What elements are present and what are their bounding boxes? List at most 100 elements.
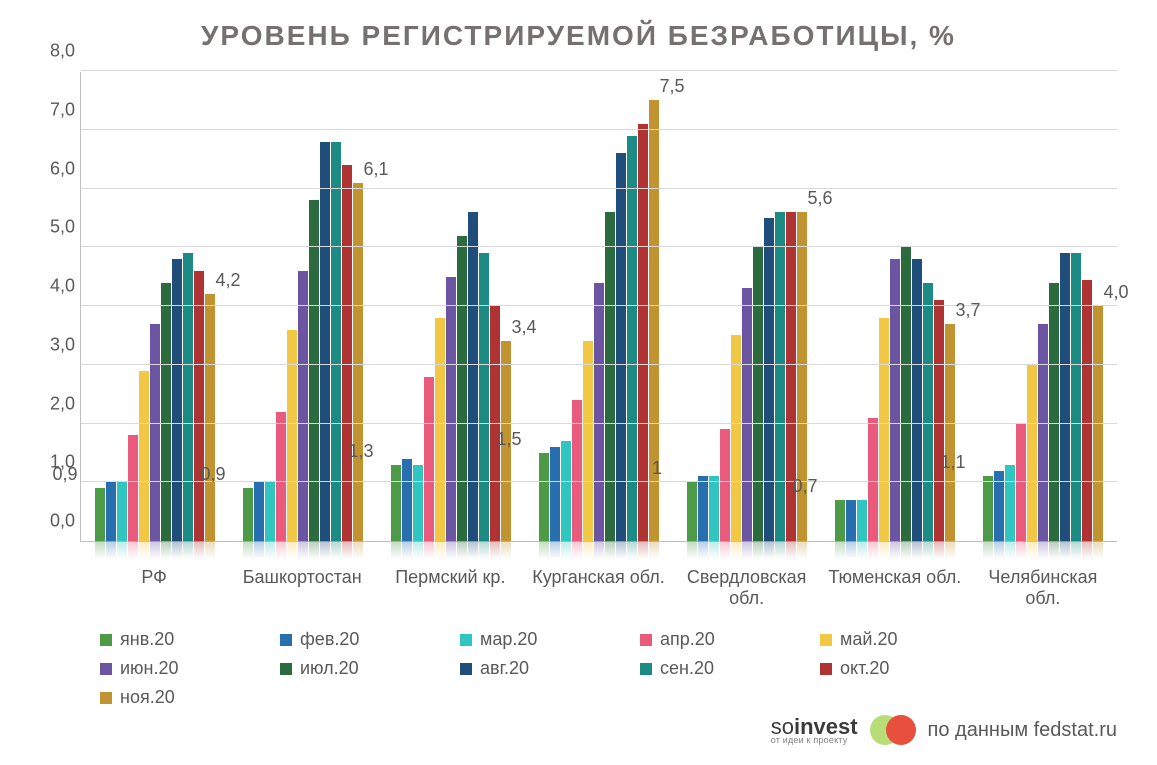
value-label: 3,4 [511, 317, 536, 338]
bar [638, 124, 648, 541]
gridline [81, 423, 1117, 424]
bar [1027, 365, 1037, 541]
legend-label: июл.20 [300, 658, 359, 679]
bar [106, 482, 116, 541]
legend-item: сен.20 [640, 658, 780, 679]
brand-subtitle: от идеи к проекту [771, 736, 858, 745]
legend-swatch [820, 634, 832, 646]
bar [353, 183, 363, 541]
value-label: 5,6 [807, 188, 832, 209]
bar [868, 418, 878, 541]
legend-label: май.20 [840, 629, 897, 650]
legend-item: окт.20 [820, 658, 960, 679]
bar [402, 459, 412, 541]
bar [468, 212, 478, 541]
bar [1071, 253, 1081, 541]
bar [309, 200, 319, 541]
value-label: 4,2 [215, 270, 240, 291]
gridline [81, 481, 1117, 482]
bar [698, 476, 708, 541]
legend-label: окт.20 [840, 658, 889, 679]
bar [1082, 280, 1092, 541]
y-tick-label: 6,0 [30, 158, 75, 179]
legend-swatch [640, 663, 652, 675]
bar [254, 482, 264, 541]
bar-group [673, 72, 821, 541]
legend-item: июл.20 [280, 658, 420, 679]
legend-label: янв.20 [120, 629, 174, 650]
bar [1093, 306, 1103, 541]
legend-swatch [100, 692, 112, 704]
bar [183, 253, 193, 541]
brand-logo: soinvest от идеи к проекту [771, 716, 858, 745]
legend-label: авг.20 [480, 658, 529, 679]
bar [616, 153, 626, 541]
legend-label: ноя.20 [120, 687, 175, 708]
legend-label: сен.20 [660, 658, 714, 679]
legend-item: май.20 [820, 629, 960, 650]
x-axis-label: Тюменская обл. [821, 567, 969, 609]
chart-area: 0,01,02,03,04,05,06,07,08,0 0,94,20,96,1… [80, 72, 1117, 542]
bar [901, 247, 911, 541]
value-label: 4,0 [1103, 282, 1128, 303]
bar [150, 324, 160, 541]
bar [742, 288, 752, 541]
bar [1016, 424, 1026, 542]
bar [117, 482, 127, 541]
legend-item: авг.20 [460, 658, 600, 679]
bar [265, 482, 275, 541]
bar [243, 488, 253, 541]
bar [172, 259, 182, 541]
bar [539, 453, 549, 541]
value-label: 1,1 [940, 452, 965, 473]
bar [435, 318, 445, 541]
legend-swatch [280, 663, 292, 675]
bar [276, 412, 286, 541]
bar-group [525, 72, 673, 541]
bar [128, 435, 138, 541]
bar [550, 447, 560, 541]
legend-item: мар.20 [460, 629, 600, 650]
legend-label: фев.20 [300, 629, 359, 650]
bar [161, 283, 171, 542]
bar [983, 476, 993, 541]
bar [945, 324, 955, 541]
y-tick-label: 0,0 [30, 511, 75, 532]
x-axis-label: Курганская обл. [524, 567, 672, 609]
bar [139, 371, 149, 541]
bar [709, 476, 719, 541]
bar [287, 330, 297, 542]
y-tick-label: 8,0 [30, 41, 75, 62]
bar [879, 318, 889, 541]
bar-group [377, 72, 525, 541]
gridline [81, 129, 1117, 130]
legend-label: апр.20 [660, 629, 715, 650]
bar [594, 283, 604, 542]
bar [424, 377, 434, 542]
x-axis-label: Свердловская обл. [673, 567, 821, 609]
value-label: 6,1 [363, 159, 388, 180]
bar [1005, 465, 1015, 541]
bar [479, 253, 489, 541]
bar [1049, 283, 1059, 542]
value-label: 1,3 [348, 441, 373, 462]
y-tick-label: 5,0 [30, 217, 75, 238]
gridline [81, 70, 1117, 71]
bar [731, 335, 741, 541]
x-axis-label: РФ [80, 567, 228, 609]
bar [687, 482, 697, 541]
legend-swatch [100, 663, 112, 675]
legend-item: апр.20 [640, 629, 780, 650]
bar [890, 259, 900, 541]
bar [857, 500, 867, 541]
value-label: 1,5 [496, 429, 521, 450]
plot-area: 0,94,20,96,11,33,41,57,515,60,73,71,14,0 [80, 72, 1117, 542]
bar [934, 300, 944, 541]
bar [775, 212, 785, 541]
bar [298, 271, 308, 541]
legend-item: фев.20 [280, 629, 420, 650]
bar-group [229, 72, 377, 541]
bar [413, 465, 423, 541]
bar [205, 294, 215, 541]
bar [457, 236, 467, 542]
